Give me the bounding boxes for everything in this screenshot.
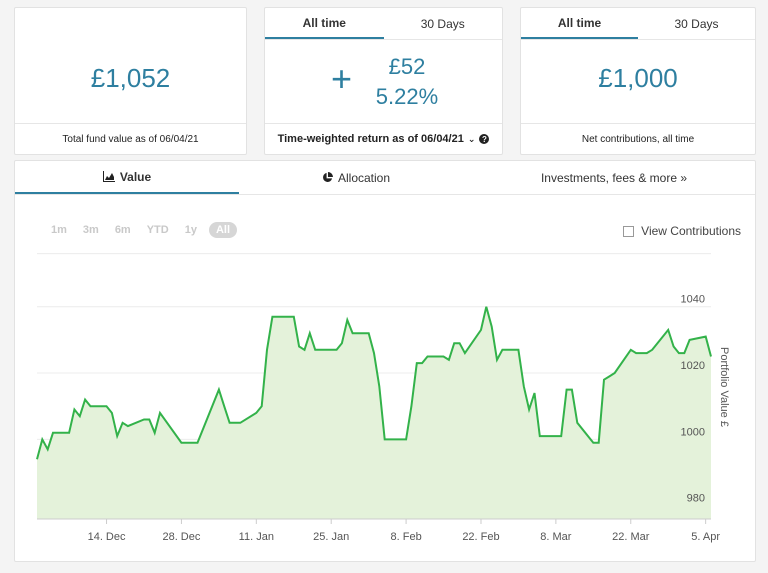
- view-contributions-toggle[interactable]: View Contributions: [623, 224, 741, 238]
- return-amount: £52: [388, 54, 426, 79]
- tab-value-label: Value: [119, 169, 152, 184]
- range-6m[interactable]: 6m: [114, 224, 131, 236]
- tab-allocation[interactable]: Allocation: [239, 161, 473, 194]
- x-tick-label: 28. Dec: [162, 531, 200, 543]
- x-tick-label: 25. Jan: [313, 531, 349, 543]
- portfolio-value-chart: 14. Dec 28. Dec 11. Jan 25. Jan 8. Feb 22. Fe…: [36, 253, 730, 543]
- return-caption: Time-weighted return as of 06/04/21 ⌄ ?: [265, 123, 502, 154]
- tab-value[interactable]: Value: [15, 161, 239, 194]
- return-percent: 5.22%: [375, 84, 439, 109]
- view-contributions-checkbox[interactable]: [623, 225, 635, 237]
- y-tick-label: 1000: [681, 426, 705, 438]
- y-axis-label: Portfolio Value £: [718, 347, 730, 427]
- tab-investments-label: Investments, fees & more »: [540, 170, 688, 185]
- range-1m[interactable]: 1m: [51, 224, 67, 236]
- pie-chart-icon: [323, 172, 333, 182]
- chevron-down-icon[interactable]: ⌄: [467, 133, 476, 144]
- x-tick-label: 8. Mar: [540, 531, 572, 543]
- tab-return-all-time[interactable]: All time: [265, 8, 384, 39]
- area-chart-icon: [102, 171, 115, 182]
- return-sign: +: [331, 58, 353, 99]
- range-all[interactable]: All: [208, 222, 238, 238]
- x-tick-label: 22. Feb: [462, 531, 499, 543]
- tab-return-30-days[interactable]: 30 Days: [420, 16, 465, 31]
- chart-panel: Value Allocation Investments, fees & mor…: [14, 160, 756, 562]
- value-area: [37, 306, 711, 519]
- range-selector: 1m 3m 6m YTD 1y All: [47, 222, 238, 238]
- chart-view-tabs: Value Allocation Investments, fees & mor…: [15, 161, 755, 195]
- value-line: [36, 306, 712, 460]
- return-caption-text: Time-weighted return as of 06/04/21: [277, 133, 464, 145]
- tab-investments[interactable]: Investments, fees & more »: [473, 161, 755, 194]
- range-1y[interactable]: 1y: [184, 224, 197, 236]
- tab-allocation-label: Allocation: [337, 170, 391, 185]
- contributions-card: All time 30 Days £1,000 Net contribution…: [520, 7, 756, 155]
- return-period-tabs: All time 30 Days: [265, 8, 502, 40]
- x-tick-label: 22. Mar: [612, 531, 650, 543]
- fund-value: £1,052: [90, 63, 171, 93]
- fund-value-caption: Total fund value as of 06/04/21: [15, 123, 246, 154]
- contributions-period-tabs: All time 30 Days: [521, 8, 755, 40]
- tab-contrib-30-days[interactable]: 30 Days: [674, 16, 719, 31]
- return-card: All time 30 Days + £52 5.22% Time-weight…: [264, 7, 503, 155]
- tab-contrib-all-time[interactable]: All time: [521, 8, 638, 39]
- range-ytd[interactable]: YTD: [146, 224, 169, 236]
- fund-value-card: £1,052 Total fund value as of 06/04/21: [14, 7, 247, 155]
- y-tick-label: 1020: [681, 360, 705, 372]
- x-tick-label: 8. Feb: [391, 531, 422, 543]
- contributions-caption: Net contributions, all time: [521, 123, 755, 154]
- range-3m[interactable]: 3m: [82, 224, 99, 236]
- y-tick-label: 1040: [681, 294, 705, 306]
- question-circle-icon[interactable]: ?: [479, 134, 490, 144]
- contributions-value: £1,000: [598, 63, 678, 93]
- view-contributions-label: View Contributions: [641, 224, 741, 238]
- x-tick-label: 14. Dec: [88, 531, 126, 543]
- x-tick-label: 5. Apr: [691, 531, 720, 543]
- x-tick-label: 11. Jan: [239, 531, 274, 543]
- y-tick-label: 980: [687, 493, 705, 505]
